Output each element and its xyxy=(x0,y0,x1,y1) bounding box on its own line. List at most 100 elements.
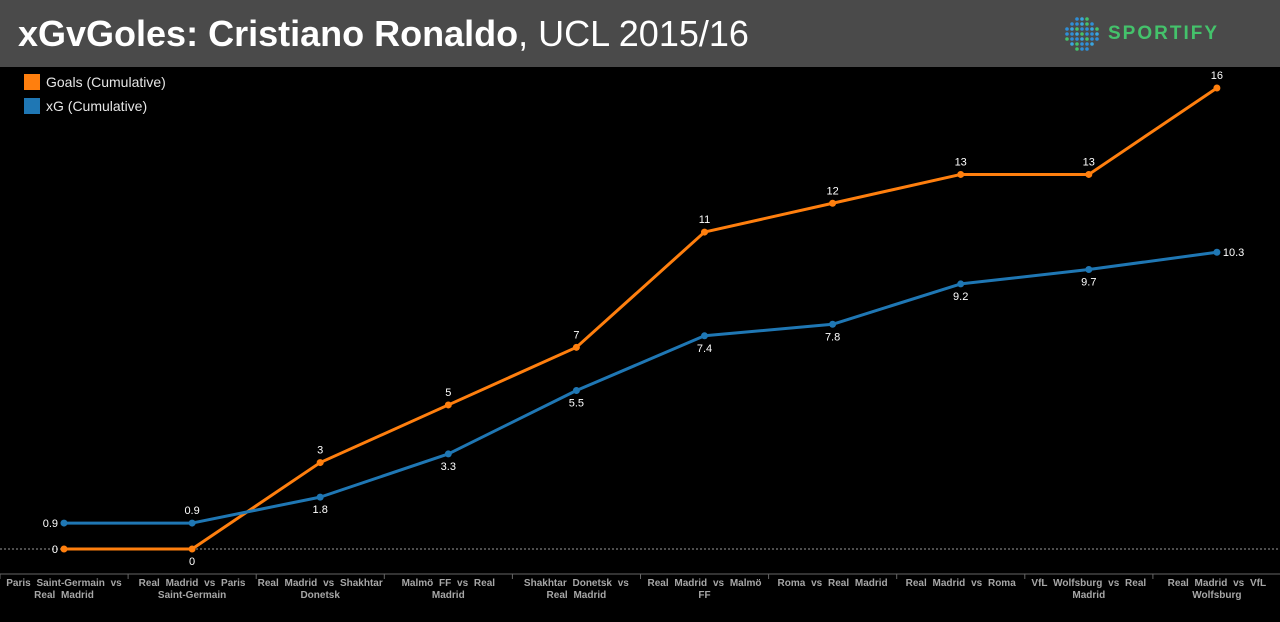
xg-data-label: 0.9 xyxy=(184,505,199,517)
x-tick-label: Real Madrid vs VfL Wolfsburg xyxy=(1167,578,1267,601)
goals-data-label: 13 xyxy=(955,156,967,168)
x-tick-label: Real Madrid vs Roma xyxy=(905,578,1016,589)
globe-dot xyxy=(1085,42,1089,46)
goals-data-label: 5 xyxy=(445,387,451,399)
globe-dot xyxy=(1075,32,1079,36)
globe-dot xyxy=(1095,27,1099,31)
globe-dot xyxy=(1065,32,1069,36)
legend-label-xg: xG (Cumulative) xyxy=(46,98,148,114)
xg-point xyxy=(1213,248,1221,256)
x-tick-label: Real Madrid vs Shakhtar Donetsk xyxy=(257,578,383,601)
goals-data-label: 13 xyxy=(1083,156,1095,168)
xg-data-label: 3.3 xyxy=(441,461,456,473)
xg-point xyxy=(572,387,580,395)
goals-data-label: 12 xyxy=(826,185,838,197)
goals-data-label: 0 xyxy=(189,556,195,568)
goals-data-label: 11 xyxy=(699,214,710,226)
x-tick-label: VfL Wolfsburg vs Real Madrid xyxy=(1031,578,1147,601)
x-tick-label: Real Madrid vs Paris Saint-Germain xyxy=(138,578,246,601)
globe-dot xyxy=(1085,22,1089,26)
legend-label-goals: Goals (Cumulative) xyxy=(46,74,166,90)
line-chart: 0 0 3 5 7 11 12 13 13 16 0.9 0.9 1.8 3.3 5.5 7.4 7.8 9.2 9… xyxy=(0,70,1280,579)
globe-dot xyxy=(1070,32,1074,36)
chart-title: xGvGoles: Cristiano Ronaldo, UCL 2015/16 xyxy=(18,12,749,56)
xg-data-label: 9.2 xyxy=(953,291,968,303)
goals-data-label: 16 xyxy=(1211,70,1223,82)
globe-dot xyxy=(1095,37,1099,41)
goals-line xyxy=(64,86,1218,551)
globe-dot xyxy=(1090,32,1094,36)
globe-dot xyxy=(1080,37,1084,41)
title-player: xGvGoles: Cristiano Ronaldo xyxy=(18,13,519,54)
x-tick-label: Malmö FF vs Real Madrid xyxy=(401,578,496,601)
globe-dot xyxy=(1065,37,1069,41)
globe-dot xyxy=(1075,22,1079,26)
globe-dot xyxy=(1065,27,1069,31)
legend-swatch-goals xyxy=(24,74,40,90)
globe-dot xyxy=(1085,27,1089,31)
globe-dot xyxy=(1080,17,1084,21)
xg-point xyxy=(957,280,965,288)
logo-text: SPORTIFY xyxy=(1108,23,1220,44)
goals-point xyxy=(188,545,196,553)
globe-dot xyxy=(1075,37,1079,41)
xg-data-label: 10.3 xyxy=(1223,247,1244,259)
goals-point xyxy=(957,170,965,178)
globe-dot xyxy=(1080,42,1084,46)
globe-dot xyxy=(1075,42,1079,46)
goals-point xyxy=(316,459,324,467)
globe-dot xyxy=(1075,47,1079,51)
globe-dot xyxy=(1085,37,1089,41)
goals-point xyxy=(829,199,837,207)
sportify-logo: SPORTIFY xyxy=(1062,15,1242,53)
goals-data-label: 3 xyxy=(317,445,323,457)
goals-data-label: 7 xyxy=(573,329,579,341)
xg-point xyxy=(444,450,452,458)
xg-data-label: 1.8 xyxy=(313,504,328,516)
globe-dot xyxy=(1085,32,1089,36)
legend-item-goals[interactable]: Goals (Cumulative) xyxy=(24,70,166,94)
goals-point xyxy=(701,228,708,236)
globe-dot xyxy=(1080,22,1084,26)
xg-point xyxy=(829,320,837,328)
goals-point xyxy=(1085,170,1093,178)
globe-dot xyxy=(1070,27,1074,31)
globe-dot xyxy=(1070,22,1074,26)
globe-dot xyxy=(1075,27,1079,31)
xg-data-label: 7.8 xyxy=(825,331,840,343)
goals-point xyxy=(444,401,452,409)
xg-data-label: 5.5 xyxy=(569,398,584,410)
xg-point xyxy=(1085,266,1093,274)
goals-data-label: 0 xyxy=(52,544,58,556)
globe-dot xyxy=(1080,47,1084,51)
legend: Goals (Cumulative) xG (Cumulative) xyxy=(24,70,166,118)
x-tick-label: Real Madrid vs Malmö FF xyxy=(647,578,762,601)
xg-data-label: 0.9 xyxy=(43,518,58,530)
legend-swatch-xg xyxy=(24,98,40,114)
xg-data-label: 7.4 xyxy=(697,343,712,355)
x-tick-label: Roma vs Real Madrid xyxy=(777,578,888,589)
globe-dot xyxy=(1085,17,1089,21)
x-tick-label: Shakhtar Donetsk vs Real Madrid xyxy=(523,578,629,601)
globe-dot xyxy=(1090,22,1094,26)
xg-data-label: 9.7 xyxy=(1081,277,1096,289)
globe-icon xyxy=(1065,17,1099,51)
globe-dot xyxy=(1090,37,1094,41)
title-competition: , UCL 2015/16 xyxy=(518,13,749,54)
globe-dot xyxy=(1090,42,1094,46)
globe-dot xyxy=(1075,17,1079,21)
goals-point xyxy=(572,343,580,351)
globe-dot xyxy=(1080,32,1084,36)
xg-point xyxy=(188,519,196,527)
legend-item-xg[interactable]: xG (Cumulative) xyxy=(24,94,166,118)
xg-point xyxy=(316,493,324,501)
xg-point xyxy=(701,332,708,340)
goals-point xyxy=(60,545,68,553)
globe-dot xyxy=(1070,37,1074,41)
xg-line xyxy=(64,250,1218,525)
xg-point xyxy=(60,519,68,527)
goals-point xyxy=(1213,84,1221,92)
globe-dot xyxy=(1095,32,1099,36)
globe-dot xyxy=(1070,42,1074,46)
globe-dot xyxy=(1080,27,1084,31)
